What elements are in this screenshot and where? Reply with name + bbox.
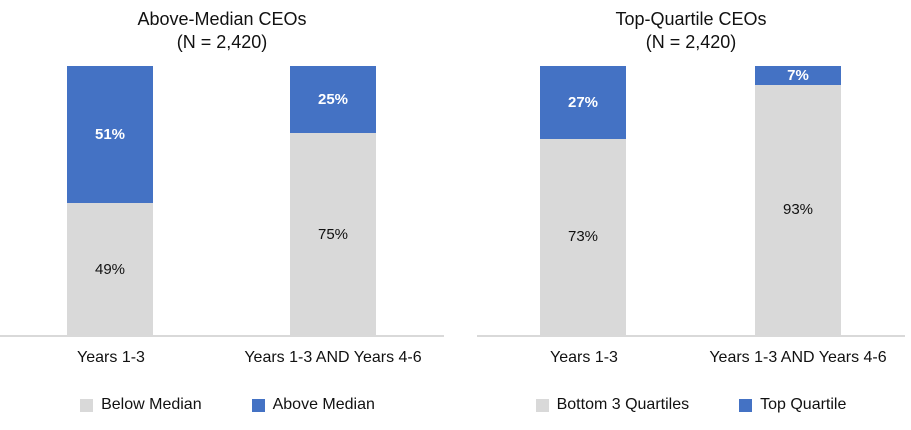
above-median-segment: 51% [67, 66, 153, 204]
chart-subtitle: (N = 2,420) [176, 32, 268, 52]
legend-label: Below Median [101, 396, 202, 413]
category-label: Years 1-3 AND Years 4-6 [244, 349, 422, 366]
legend-item-above-median: Above Median [251, 396, 375, 414]
chart-subtitle: (N = 2,420) [645, 32, 737, 52]
segment-value-label: 25% [317, 91, 349, 109]
stacked-bar-years-1-3-and-4-6: 7% 93% [755, 66, 841, 335]
plot-area-top-quartile: 27% 73% 7% 93% [477, 66, 905, 337]
legend-top-quartile: Bottom 3 Quartiles Top Quartile [477, 396, 905, 414]
legend-above-median: Below Median Above Median [0, 396, 455, 414]
segment-value-label: 93% [782, 201, 814, 219]
chart-panel-above-median: Above-Median CEOs (N = 2,420) 51% 49% 25… [0, 0, 455, 430]
bottom-3-quartiles-segment: 93% [755, 84, 841, 335]
segment-value-label: 51% [94, 126, 126, 144]
category-label: Years 1-3 AND Years 4-6 [709, 349, 887, 366]
category-label: Years 1-3 [550, 349, 618, 366]
segment-value-label: 49% [94, 260, 126, 278]
legend-label: Top Quartile [760, 396, 847, 413]
legend-item-top-quartile: Top Quartile [739, 396, 846, 414]
legend-swatch-gray [80, 398, 94, 412]
segment-value-label: 75% [317, 225, 349, 243]
top-quartile-segment: 7% [755, 66, 841, 85]
stacked-bar-years-1-3-and-4-6: 25% 75% [290, 66, 376, 335]
legend-item-below-median: Below Median [80, 396, 202, 414]
stacked-bar-years-1-3: 51% 49% [67, 66, 153, 335]
segment-value-label: 73% [567, 228, 599, 246]
legend-label: Above Median [272, 396, 375, 413]
category-label: Years 1-3 [77, 349, 145, 366]
legend-swatch-gray [535, 398, 549, 412]
legend-swatch-blue [739, 398, 753, 412]
plot-area-above-median: 51% 49% 25% 75% [0, 66, 444, 337]
segment-value-label: 27% [567, 93, 599, 111]
chart-title-block: Top-Quartile CEOs (N = 2,420) [477, 8, 905, 54]
chart-panel-top-quartile: Top-Quartile CEOs (N = 2,420) 27% 73% 7%… [455, 0, 911, 430]
segment-value-label: 7% [787, 66, 809, 84]
stacked-bar-years-1-3: 27% 73% [540, 66, 626, 335]
chart-title-block: Above-Median CEOs (N = 2,420) [0, 8, 444, 54]
legend-swatch-blue [251, 398, 265, 412]
legend-item-bottom-3-quartiles: Bottom 3 Quartiles [535, 396, 690, 414]
chart-title: Top-Quartile CEOs [615, 9, 767, 29]
chart-title: Above-Median CEOs [137, 9, 307, 29]
bottom-3-quartiles-segment: 73% [540, 138, 626, 335]
above-median-segment: 25% [290, 66, 376, 134]
below-median-segment: 75% [290, 133, 376, 335]
below-median-segment: 49% [67, 203, 153, 335]
legend-label: Bottom 3 Quartiles [556, 396, 690, 413]
top-quartile-segment: 27% [540, 66, 626, 139]
